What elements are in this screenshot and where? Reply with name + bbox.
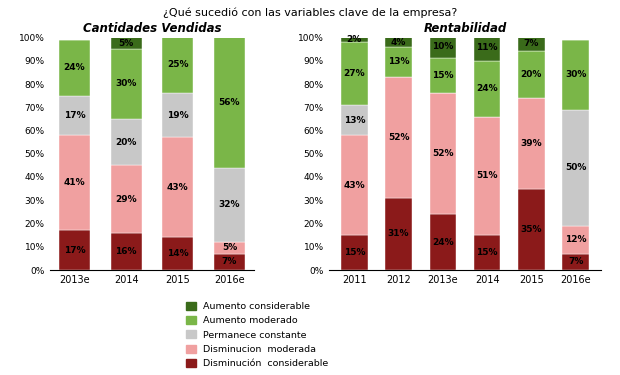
Text: 30%: 30% <box>565 70 587 79</box>
Bar <box>162 138 193 237</box>
Bar <box>385 198 412 270</box>
Text: 10%: 10% <box>432 42 454 51</box>
Bar <box>518 98 545 189</box>
Text: 7%: 7% <box>524 39 539 48</box>
Text: 15%: 15% <box>343 248 365 257</box>
Text: 30%: 30% <box>115 80 137 88</box>
Bar <box>562 40 589 110</box>
Text: 39%: 39% <box>521 139 542 148</box>
Bar <box>110 233 141 270</box>
Text: 13%: 13% <box>388 57 409 66</box>
Bar <box>214 254 245 270</box>
Bar <box>162 237 193 270</box>
Bar <box>341 235 368 270</box>
Bar <box>474 117 500 235</box>
Bar <box>110 38 141 49</box>
Bar <box>385 38 412 47</box>
Bar <box>162 35 193 93</box>
Text: 19%: 19% <box>167 111 188 120</box>
Text: 24%: 24% <box>432 238 454 247</box>
Text: 5%: 5% <box>118 39 134 48</box>
Text: 14%: 14% <box>167 249 188 258</box>
Bar <box>518 35 545 51</box>
Text: 17%: 17% <box>64 246 85 255</box>
Bar <box>162 93 193 138</box>
Bar <box>214 168 245 242</box>
Text: 25%: 25% <box>167 60 188 69</box>
Bar <box>59 40 90 96</box>
Bar <box>341 135 368 235</box>
Text: 15%: 15% <box>476 248 498 257</box>
Text: 52%: 52% <box>432 149 454 158</box>
Bar <box>562 226 589 254</box>
Title: Rentabilidad: Rentabilidad <box>423 22 507 35</box>
Bar <box>341 105 368 135</box>
Bar <box>59 231 90 270</box>
Text: 11%: 11% <box>476 44 498 52</box>
Text: 50%: 50% <box>565 163 587 172</box>
Text: 41%: 41% <box>64 178 85 188</box>
Bar <box>341 42 368 105</box>
Text: 27%: 27% <box>343 69 365 78</box>
Text: 15%: 15% <box>432 71 454 80</box>
Text: ¿Qué sucedió con las variables clave de la empresa?: ¿Qué sucedió con las variables clave de … <box>163 8 457 18</box>
Bar <box>385 77 412 198</box>
Text: 4%: 4% <box>391 38 406 46</box>
Text: 52%: 52% <box>388 133 409 142</box>
Text: 7%: 7% <box>568 257 583 266</box>
Bar <box>214 242 245 254</box>
Text: 17%: 17% <box>64 111 85 120</box>
Bar <box>562 254 589 270</box>
Bar <box>430 35 456 58</box>
Bar <box>341 38 368 42</box>
Bar <box>562 110 589 226</box>
Legend: Aumento considerable, Aumento moderado, Permanece constante, Disminucion  modera: Aumento considerable, Aumento moderado, … <box>184 300 330 370</box>
Bar <box>518 51 545 98</box>
Bar <box>110 49 141 119</box>
Bar <box>430 93 456 214</box>
Bar <box>474 35 500 61</box>
Text: 43%: 43% <box>343 181 365 190</box>
Text: 16%: 16% <box>115 247 137 256</box>
Text: 43%: 43% <box>167 183 188 192</box>
Text: 12%: 12% <box>565 235 587 244</box>
Text: 56%: 56% <box>219 98 240 107</box>
Text: 29%: 29% <box>115 195 137 204</box>
Bar <box>430 214 456 270</box>
Text: 31%: 31% <box>388 230 409 238</box>
Bar <box>518 189 545 270</box>
Title: Cantidades Vendidas: Cantidades Vendidas <box>82 22 221 35</box>
Text: 51%: 51% <box>476 171 498 180</box>
Text: 7%: 7% <box>222 257 237 266</box>
Text: 20%: 20% <box>521 70 542 79</box>
Text: 35%: 35% <box>521 225 542 234</box>
Text: 24%: 24% <box>64 63 85 72</box>
Text: 5%: 5% <box>222 243 237 252</box>
Text: 24%: 24% <box>476 84 498 93</box>
Bar <box>110 165 141 233</box>
Bar <box>474 61 500 117</box>
Text: 20%: 20% <box>115 138 137 147</box>
Bar <box>474 235 500 270</box>
Bar <box>385 47 412 77</box>
Bar <box>59 135 90 231</box>
Text: 32%: 32% <box>219 200 240 209</box>
Bar <box>110 119 141 165</box>
Text: 13%: 13% <box>343 116 365 124</box>
Text: 2%: 2% <box>347 35 362 44</box>
Bar <box>214 38 245 168</box>
Bar <box>430 58 456 93</box>
Bar <box>59 96 90 135</box>
